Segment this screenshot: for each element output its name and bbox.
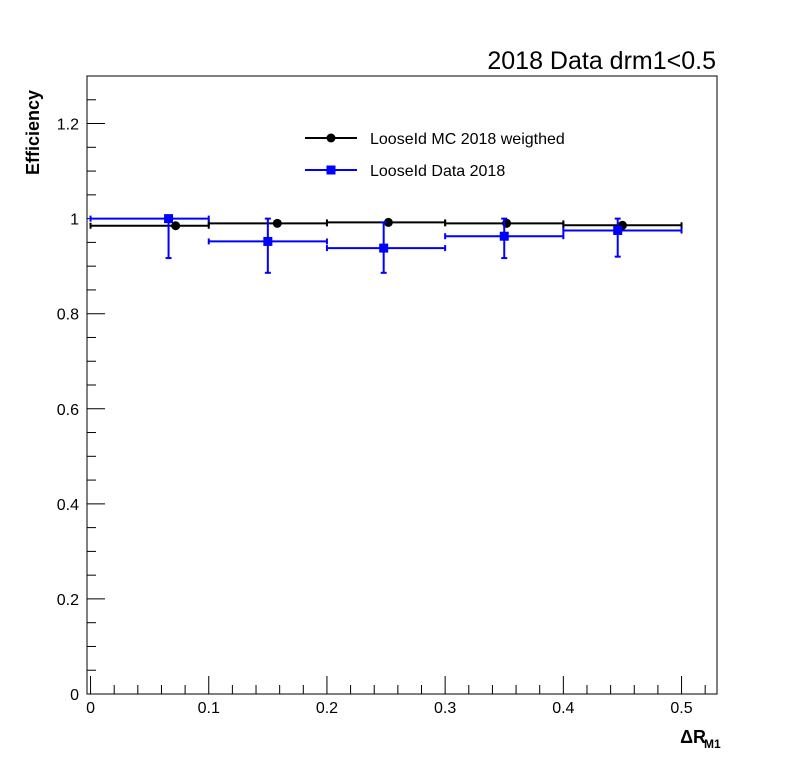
data-point	[444, 217, 565, 260]
legend-entry: LooseId MC 2018 weigthed	[305, 131, 565, 148]
data-point	[325, 221, 447, 274]
chart-title: 2018 Data drm1<0.5	[487, 47, 716, 75]
series-2	[89, 214, 683, 274]
square-marker	[379, 243, 389, 253]
y-axis-label: Efficiency	[23, 90, 43, 175]
square-marker	[499, 231, 509, 241]
x-axis-title: ΔR M1	[680, 727, 721, 751]
data-point	[562, 220, 683, 230]
x-tick-label: 0.4	[552, 700, 574, 717]
data-point	[89, 214, 210, 260]
x-axis-label: ΔR	[680, 727, 706, 747]
y-tick-label: 0.2	[57, 592, 79, 609]
data-point	[562, 217, 683, 258]
x-tick-label: 0.5	[670, 700, 692, 717]
x-tick-label: 0.1	[198, 700, 220, 717]
y-tick-label: 0.6	[57, 402, 79, 419]
axes: 0 0.1 0.2 0.3 0.4 0.5 0 0.2 0.4 0.6 0.8 1 1.2	[57, 75, 706, 717]
legend-square-marker	[326, 165, 336, 175]
legend-entry: LooseId Data 2018	[305, 163, 505, 180]
y-tick-label: 1	[70, 212, 79, 229]
circle-marker	[272, 218, 282, 228]
series-layer	[89, 214, 683, 274]
y-tick-label: 1.2	[57, 117, 79, 134]
square-marker	[613, 226, 623, 235]
series-1	[89, 217, 683, 231]
circle-marker	[383, 217, 393, 227]
x-axis-subscript: M1	[704, 737, 721, 751]
square-marker	[263, 236, 273, 246]
x-tick-label: 0	[86, 700, 95, 717]
x-tick-label: 0.2	[316, 700, 338, 717]
y-tick-label: 0.4	[57, 497, 79, 514]
circle-marker	[171, 221, 181, 231]
square-marker	[164, 214, 174, 224]
legend: LooseId MC 2018 weigthed LooseId Data 201…	[305, 131, 565, 180]
x-tick-label: 0.3	[434, 700, 456, 717]
y-tick-label: 0	[70, 687, 79, 704]
legend-label: LooseId Data 2018	[370, 163, 505, 180]
y-tick-label: 0.8	[57, 307, 79, 324]
legend-circle-marker	[326, 133, 336, 143]
data-point	[207, 217, 328, 274]
data-point	[89, 221, 210, 231]
legend-label: LooseId MC 2018 weigthed	[370, 131, 565, 148]
